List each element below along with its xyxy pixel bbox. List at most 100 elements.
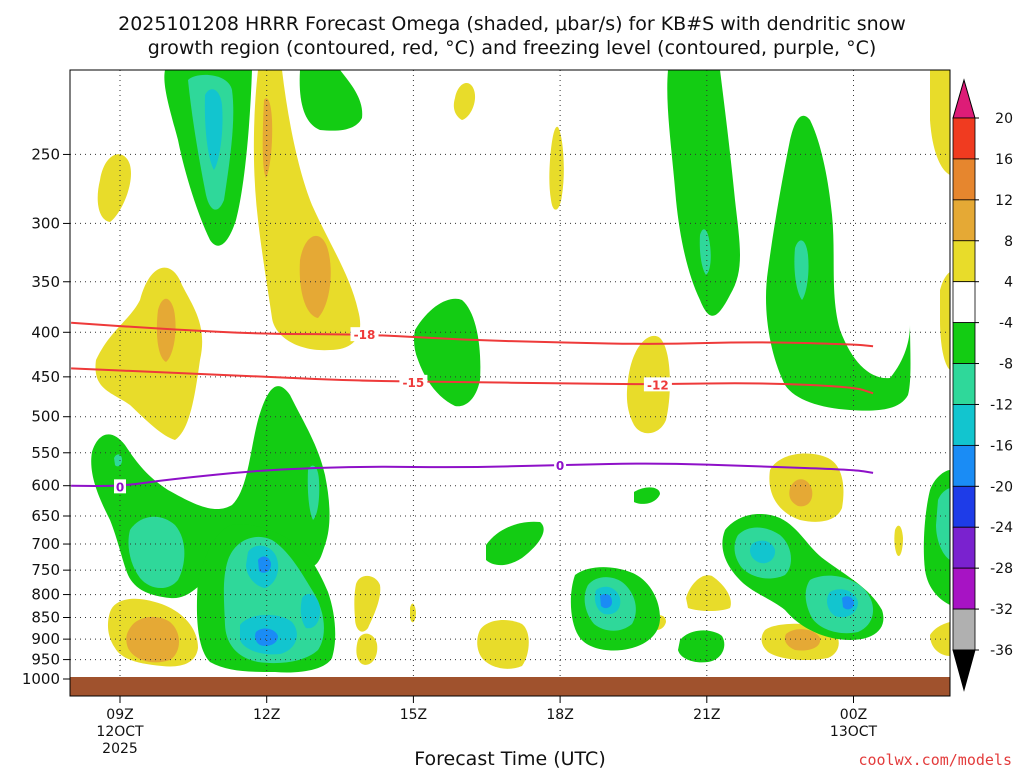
colorbar-bin-13: [952, 608, 976, 651]
y-tick-label-600: 600: [31, 477, 60, 495]
y-tick-label-650: 650: [31, 507, 60, 525]
omega-region-cyan-lower-13z: [300, 593, 321, 629]
chart-title-line1: 2025101208 HRRR Forecast Omega (shaded, …: [118, 13, 906, 35]
colorbar-label-7: -12: [990, 397, 1013, 413]
colorbar-label-0: 20: [995, 111, 1013, 127]
colorbar-label-5: -4: [999, 316, 1013, 332]
x-tick-date-09Z: 12OCT: [96, 724, 144, 740]
y-tick-label-1000: 1000: [22, 670, 60, 688]
y-tick-label-550: 550: [31, 444, 60, 462]
contour-label-0-2: 0: [556, 459, 564, 473]
contour-label--12-1: -12: [647, 378, 669, 392]
temperature-contours: -18 -12 0 -15 0: [71, 321, 874, 494]
omega-region-orange-col-12z: [262, 98, 273, 178]
y-tick-label-350: 350: [31, 273, 60, 291]
y-tick-label-850: 850: [31, 609, 60, 627]
contour-label-extra-1: 0: [116, 480, 124, 494]
omega-shading: [91, 70, 950, 673]
colorbar-bin-10: [952, 485, 976, 528]
omega-region-yellow-lower-14z: [354, 575, 381, 632]
colorbar-label-13: -36: [990, 643, 1013, 659]
omega-region-yellow-right-edge: [930, 70, 950, 175]
omega-region-yellow-thin-25z: [894, 525, 903, 557]
omega-region-green-blob-18z: [486, 521, 544, 566]
y-tick-label-800: 800: [31, 586, 60, 604]
contour-line--18: [71, 321, 874, 348]
plot-frame: [69, 69, 951, 697]
omega-region-orange-lower-23z: [784, 629, 821, 651]
omega-region-yellow-top-9z: [97, 154, 131, 222]
contour-label-0-2-bg: [554, 457, 567, 472]
colorbar-bin-2: [952, 158, 976, 201]
colorbar-label-8: -16: [990, 438, 1013, 454]
colorbar-bin-top: [952, 78, 976, 119]
omega-region-green-col-21z: [667, 70, 740, 316]
omega-region-teal-small-9z: [114, 454, 122, 467]
omega-region-yellow-lower-14z-b: [356, 633, 378, 665]
y-tick-label-700: 700: [31, 535, 60, 553]
omega-region-yellow-lower-21z: [686, 575, 731, 611]
contour-label--18-0: -18: [354, 328, 376, 342]
colorbar-label-11: -28: [990, 561, 1013, 577]
ground-surface: [70, 677, 950, 696]
x-tick-label-00Z: 00Z: [840, 707, 867, 723]
y-tick-label-500: 500: [31, 408, 60, 426]
omega-region-teal-right-edge: [936, 488, 950, 560]
colorbar-bin-12: [952, 567, 976, 610]
omega-region-blue-lower-24z: [842, 596, 854, 610]
contour-label--12-1-bg: [643, 377, 672, 392]
omega-region-yellow-left: [95, 267, 203, 440]
omega-region-teal-col-21z: [699, 229, 711, 275]
y-axis: 250 300 350 400 450 500 550 600 650 700 750 800 850 9…: [22, 145, 70, 688]
omega-region-green-col-23z: [765, 115, 911, 411]
omega-region-blue-lower-12z: [258, 556, 271, 573]
omega-region-orange-left-10z: [156, 298, 176, 362]
colorbar-bin-6: [952, 322, 976, 364]
omega-region-yellow-small-15z: [410, 603, 416, 623]
y-tick-label-750: 750: [31, 561, 60, 579]
colorbar-label-10: -24: [990, 520, 1013, 536]
colorbar-label-6: -8: [999, 357, 1013, 373]
omega-region-green-blob-15z: [414, 298, 481, 407]
x-tick-label-21Z: 21Z: [693, 707, 720, 723]
colorbar-bin-4: [952, 240, 976, 283]
omega-region-cyan-lower-23z: [750, 540, 776, 564]
colorbar-bin-9: [952, 444, 976, 487]
contour-line-0: [71, 462, 874, 488]
colorbar-bin-bottom: [952, 649, 976, 692]
x-tick-label-12Z: 12Z: [253, 707, 280, 723]
omega-region-orange-col-13z: [299, 235, 331, 318]
grid-lines: [70, 70, 950, 677]
credit-link[interactable]: coolwx.com/models: [858, 751, 1012, 768]
omega-region-teal-col-23z: [794, 240, 809, 300]
x-tick-label-18Z: 18Z: [546, 707, 573, 723]
omega-region-yellow-right-edge-mid: [940, 272, 950, 370]
contour-label-extra-0: -15: [403, 376, 425, 390]
contour-label--18-0-bg: [350, 327, 379, 342]
colorbar: 20 16 12 8 4 -4 -8 -12 -16 -20 -24 -28 -32 -36: [952, 78, 1013, 692]
omega-region-yellow-lower-16z: [477, 620, 529, 669]
colorbar-label-2: 12: [995, 193, 1013, 209]
contour-label-extra-1-bg: [114, 479, 126, 494]
omega-region-cyan-upper-11z: [204, 89, 223, 170]
omega-region-orange-lower-10z: [126, 616, 179, 663]
colorbar-label-4: 4: [1004, 275, 1013, 291]
colorbar-bin-3: [952, 199, 976, 242]
x-tick-date-00Z: 13OCT: [830, 724, 878, 740]
omega-region-yellow-blob-18z: [549, 126, 564, 210]
colorbar-bin-7: [952, 363, 976, 405]
omega-region-blue-lower-19z: [600, 594, 612, 609]
colorbar-label-1: 16: [995, 152, 1013, 168]
colorbar-bin-11: [952, 526, 976, 569]
omega-region-green-lower-21z: [678, 630, 725, 663]
y-tick-label-950: 950: [31, 651, 60, 669]
omega-region-cyan-lower-24z: [827, 589, 858, 618]
x-axis-title: Forecast Time (UTC): [414, 748, 605, 768]
x-tick-year-09Z: 2025: [102, 741, 138, 757]
contour-label-extra-0-bg: [399, 374, 428, 389]
omega-region-teal-col-14z: [307, 465, 320, 520]
colorbar-bin-5: [952, 281, 976, 324]
y-tick-label-400: 400: [31, 323, 60, 341]
y-tick-label-450: 450: [31, 368, 60, 386]
